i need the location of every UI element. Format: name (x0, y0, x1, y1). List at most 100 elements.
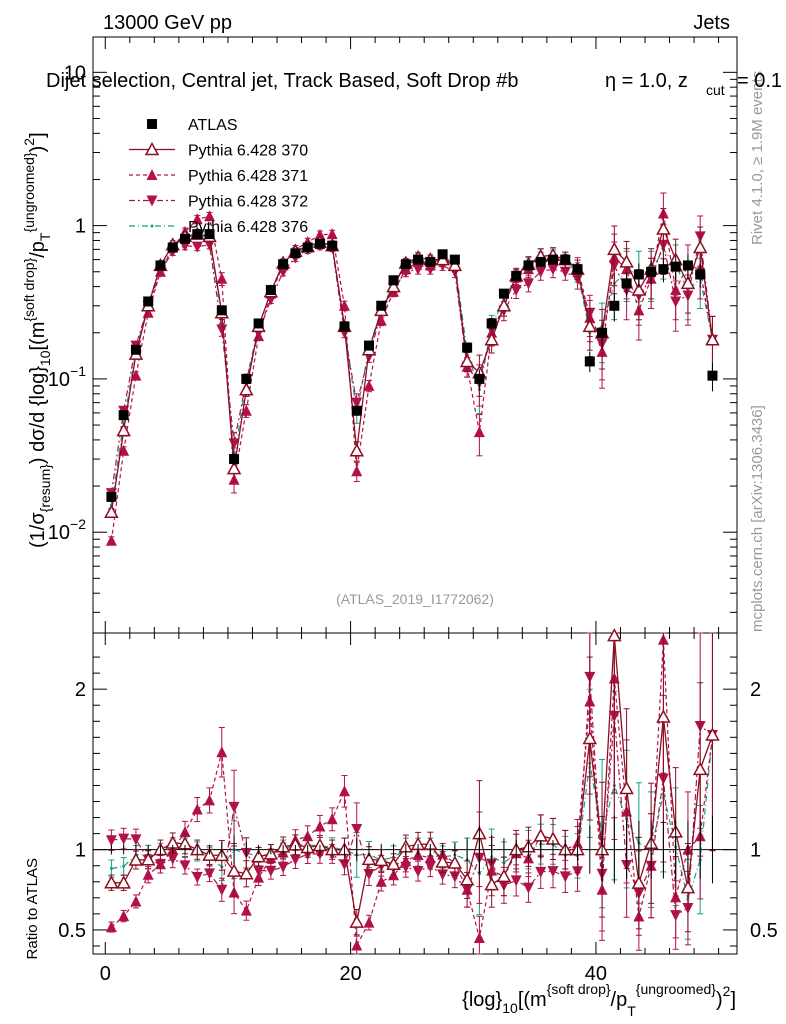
y-tick-label: 10−2 (48, 516, 86, 544)
legend-item-p376: Pythia 6.428 376 (129, 219, 308, 236)
point-p371 (191, 213, 203, 225)
data-point (670, 261, 681, 272)
ratio-point-p372 (277, 861, 289, 873)
point-p371 (473, 426, 485, 438)
series-line-p370 (110, 227, 714, 513)
data-point (486, 318, 497, 329)
data-point (560, 254, 571, 265)
point-p370 (104, 504, 119, 518)
svg-text:(1/σ{resum}) dσ/d {log}10[(m{s: (1/σ{resum}) dσ/d {log}10[(m{soft drop}/… (21, 132, 53, 548)
data-point (462, 342, 473, 353)
svg-text:cut: cut (706, 82, 725, 98)
svg-text:{log}10[(m{soft drop}/pT{ungro: {log}10[(m{soft drop}/pT{ungroomed})2] (462, 981, 736, 1019)
ratio-series-layer (104, 628, 720, 955)
legend-label: Pythia 6.428 376 (188, 219, 308, 236)
ratio-point-p370 (607, 628, 622, 642)
ratio-point-p371 (326, 813, 338, 825)
point-p370 (705, 332, 720, 346)
ratio-point-p370 (656, 709, 671, 723)
point-p370 (619, 254, 634, 268)
point-p370 (582, 318, 598, 333)
data-points-layer (106, 229, 718, 884)
ratio-point-p371 (191, 803, 203, 815)
data-point (339, 321, 350, 332)
ratio-point-p371 (338, 785, 350, 797)
point-p370 (631, 282, 647, 296)
point-p370 (680, 275, 696, 290)
mcplots-label: mcplots.cern.ch [arXiv:1306.3436] (749, 405, 766, 632)
ratio-point-p370 (631, 875, 647, 889)
data-point (609, 300, 620, 311)
point-p372 (510, 285, 522, 297)
ratio-line-p376 (111, 734, 714, 902)
ratio-point-p372 (547, 866, 559, 878)
title-cut: cut (706, 82, 725, 98)
point-p370 (116, 423, 131, 437)
point-p372 (547, 264, 559, 276)
ratio-line-p371 (111, 639, 714, 948)
series-line-p371 (110, 213, 714, 541)
ratio-point-p372 (289, 854, 301, 866)
y-axis-label: (1/σ{resum}) dσ/d {log}10[(m{soft drop}/… (21, 132, 53, 548)
data-point (241, 373, 252, 384)
point-p370 (496, 298, 512, 312)
data-point (180, 233, 190, 244)
ratio-point-p376 (109, 867, 113, 871)
ratio-y-tick-label-left: 2 (75, 679, 86, 701)
point-p371 (130, 369, 142, 381)
ratio-point-p370 (140, 852, 156, 866)
tick-labels: 0 20 40 10−2 10−1 1 10 0.5 0.5 1 1 2 2 (48, 62, 778, 985)
data-point (449, 254, 460, 265)
point-p371 (326, 228, 338, 240)
ratio-point-p372 (265, 865, 277, 877)
ratio-point-p370 (374, 852, 389, 867)
ratio-y-tick-label-right: 2 (750, 679, 761, 701)
data-point (682, 260, 693, 271)
point-p372 (535, 266, 547, 278)
ratio-point-p371 (142, 868, 154, 880)
ratio-point-p371 (240, 904, 252, 916)
data-point (437, 249, 448, 260)
data-point (376, 300, 387, 311)
ratio-point-p372 (351, 823, 363, 835)
axis-ticks (93, 37, 737, 954)
point-p371 (240, 404, 252, 416)
ratio-point-p371 (118, 910, 130, 922)
data-point (597, 327, 608, 338)
point-p371 (363, 379, 375, 391)
ratio-point-p370 (533, 828, 548, 842)
data-point (204, 229, 215, 240)
plot-title: Dijet selection, Central jet, Track Base… (46, 70, 782, 98)
data-point (388, 275, 399, 286)
data-point (658, 264, 669, 275)
legend-marker-p376 (150, 224, 154, 228)
ratio-point-p372 (105, 835, 117, 847)
ratio-point-p372 (130, 834, 142, 846)
ratio-point-p370 (349, 914, 364, 928)
ratio-plot-frame (92, 632, 738, 955)
ratio-point-p370 (705, 727, 720, 741)
data-point (351, 405, 362, 416)
series-line-p372 (110, 236, 714, 494)
ratio-point-p372 (204, 868, 216, 880)
ratio-point-p372 (179, 860, 191, 872)
x-axis-label: {log}10[(m{soft drop}/pT{ungroomed})2] (462, 981, 736, 1019)
ratio-point-p371 (424, 851, 436, 863)
legend-label: Pythia 6.428 371 (188, 168, 308, 185)
data-point (425, 256, 436, 267)
data-point (364, 340, 374, 351)
legend-item-p371: Pythia 6.428 371 (129, 168, 308, 185)
ratio-point-p371 (204, 794, 216, 806)
ratio-point-p370 (619, 780, 634, 795)
ratio-point-p372 (437, 869, 449, 881)
point-p370 (607, 241, 622, 256)
ratio-point-p370 (202, 847, 217, 861)
category-label: Jets (693, 12, 730, 34)
y-tick-label: 1 (75, 216, 86, 238)
ratio-point-p371 (473, 931, 485, 943)
ratio-point-p370 (496, 868, 512, 883)
ratio-y-tick-label-right: 1 (750, 840, 761, 862)
ratio-point-p372 (449, 871, 461, 883)
ratio-point-p371 (670, 891, 682, 903)
ratio-point-p371 (253, 871, 265, 883)
